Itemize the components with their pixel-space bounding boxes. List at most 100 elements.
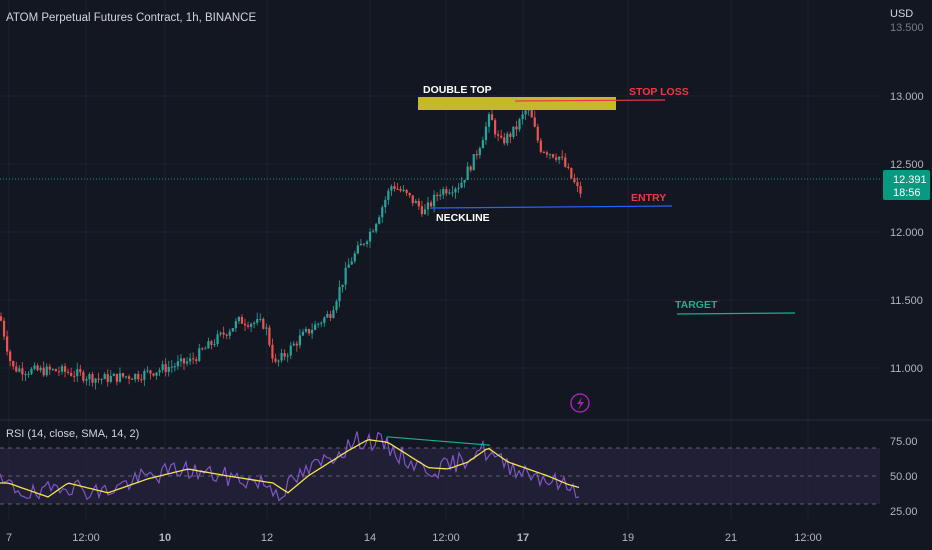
candle xyxy=(143,368,146,387)
candle xyxy=(60,363,64,375)
candle xyxy=(408,192,411,198)
candle xyxy=(161,360,164,373)
candle xyxy=(231,327,234,332)
candle xyxy=(179,354,183,368)
candle xyxy=(494,117,497,138)
candle xyxy=(570,167,573,180)
candle xyxy=(503,132,506,146)
neckline-label: NECKLINE xyxy=(436,212,490,224)
candle xyxy=(15,361,18,373)
time-tick-label: 14 xyxy=(364,532,376,544)
candle xyxy=(506,131,509,146)
candle xyxy=(121,372,125,379)
candle xyxy=(88,372,91,386)
candle xyxy=(106,369,109,387)
candle xyxy=(512,126,515,140)
candle xyxy=(103,372,106,380)
candle xyxy=(402,185,405,193)
candle xyxy=(149,369,152,380)
candle xyxy=(378,215,381,225)
candle xyxy=(134,373,137,383)
candle xyxy=(500,129,503,139)
candle xyxy=(112,372,115,377)
candle xyxy=(256,312,259,326)
candle xyxy=(365,239,369,248)
candle xyxy=(283,349,286,361)
time-axis[interactable]: 7 12:00 10 12 14 12:00 17 19 21 12:00 xyxy=(6,532,822,544)
candle xyxy=(128,374,131,385)
candle xyxy=(445,186,448,197)
candle xyxy=(405,189,408,196)
candle xyxy=(420,200,423,218)
candle xyxy=(457,182,460,193)
candle xyxy=(387,188,390,205)
candle xyxy=(137,370,140,383)
candle xyxy=(417,198,420,210)
current-price-tag xyxy=(883,170,930,200)
candle xyxy=(115,373,118,386)
candle xyxy=(152,373,155,377)
candle xyxy=(67,368,70,375)
price-axis[interactable]: 13.000 12.500 12.000 11.500 11.000 13.500 xyxy=(890,22,924,375)
grid-lines xyxy=(0,0,880,520)
chart-title: ATOM Perpetual Futures Contract, 1h, BIN… xyxy=(6,12,256,24)
candle xyxy=(155,372,158,380)
entry-label: ENTRY xyxy=(631,192,666,204)
current-price-value: 12.391 xyxy=(893,174,927,186)
candle xyxy=(280,348,283,363)
candle xyxy=(311,323,314,340)
candle xyxy=(436,192,439,202)
candle xyxy=(332,305,335,319)
candle xyxy=(335,299,338,314)
rsi-sma-line xyxy=(0,439,580,498)
candle xyxy=(411,195,414,207)
target-label: TARGET xyxy=(675,299,718,311)
stop-loss-line[interactable] xyxy=(514,99,666,102)
rsi-label: RSI (14, close, SMA, 14, 2) xyxy=(6,428,139,440)
candle xyxy=(396,182,399,190)
candle xyxy=(207,337,210,349)
candle xyxy=(118,367,122,383)
rsi-divergence-line[interactable] xyxy=(386,436,491,446)
candle xyxy=(173,362,176,372)
candle xyxy=(216,330,219,347)
target-line[interactable] xyxy=(676,312,796,315)
candle xyxy=(253,321,256,329)
candle xyxy=(234,318,237,332)
price-tick-label: 11.500 xyxy=(890,295,923,307)
candle xyxy=(384,196,387,214)
candle xyxy=(518,117,521,132)
candle xyxy=(548,153,552,160)
candle xyxy=(564,153,567,168)
candle xyxy=(286,352,289,363)
price-tick-label: 13.500 xyxy=(890,22,924,34)
neckline-line[interactable] xyxy=(430,205,673,209)
time-tick-label: 12:00 xyxy=(72,532,100,544)
rsi-tick-label: 50.00 xyxy=(890,471,918,483)
price-tick-label: 12.000 xyxy=(890,227,924,239)
candle xyxy=(347,258,350,268)
candle xyxy=(533,110,536,128)
candle xyxy=(170,360,173,374)
candle xyxy=(469,165,472,173)
lightning-icon[interactable] xyxy=(570,393,590,413)
price-tick-label: 11.000 xyxy=(890,363,923,375)
candle xyxy=(341,284,344,293)
candle xyxy=(362,242,366,247)
candle xyxy=(27,371,30,378)
candle xyxy=(390,184,393,197)
candle xyxy=(439,189,442,200)
rsi-axis: 75.00 50.00 25.00 xyxy=(890,436,918,518)
candle xyxy=(472,153,475,171)
candle xyxy=(292,341,295,347)
candle xyxy=(109,370,112,384)
countdown-value: 18:56 xyxy=(893,187,921,199)
candle xyxy=(39,365,42,373)
candle xyxy=(451,185,454,197)
candle xyxy=(201,347,204,351)
candle xyxy=(222,326,225,339)
candle xyxy=(576,177,579,193)
double-top-box[interactable] xyxy=(418,97,616,110)
candle xyxy=(48,363,51,375)
